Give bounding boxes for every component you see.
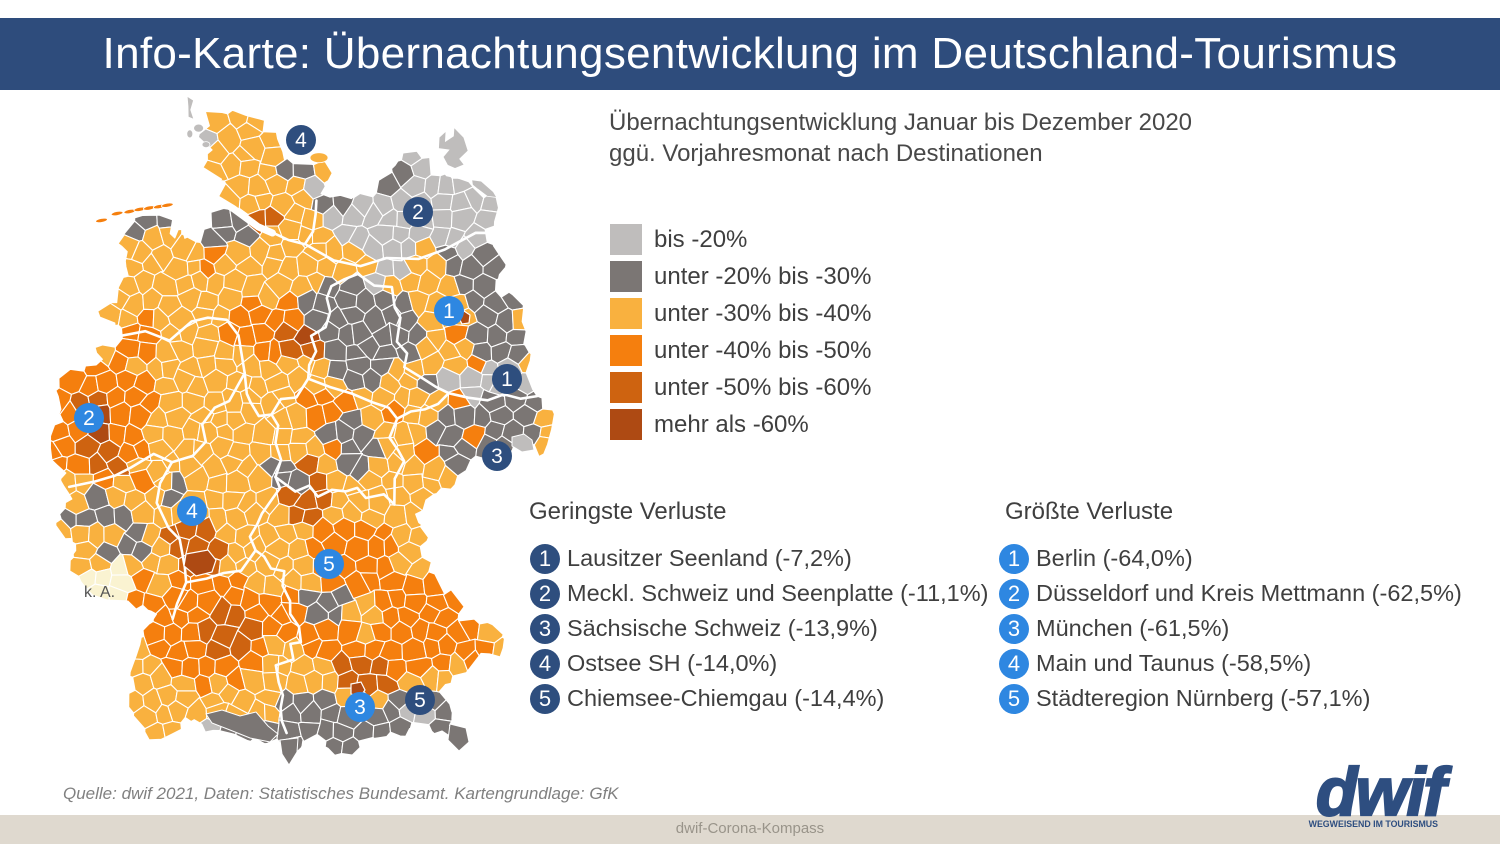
svg-text:5: 5 (414, 689, 426, 712)
svg-text:1: 1 (501, 368, 513, 391)
svg-text:5: 5 (323, 553, 335, 576)
svg-text:4: 4 (186, 500, 198, 523)
svg-text:2: 2 (83, 407, 95, 430)
svg-text:4: 4 (295, 129, 307, 152)
svg-text:3: 3 (354, 696, 366, 719)
svg-text:2: 2 (412, 201, 424, 224)
svg-text:1: 1 (443, 300, 455, 323)
svg-text:3: 3 (491, 445, 503, 468)
